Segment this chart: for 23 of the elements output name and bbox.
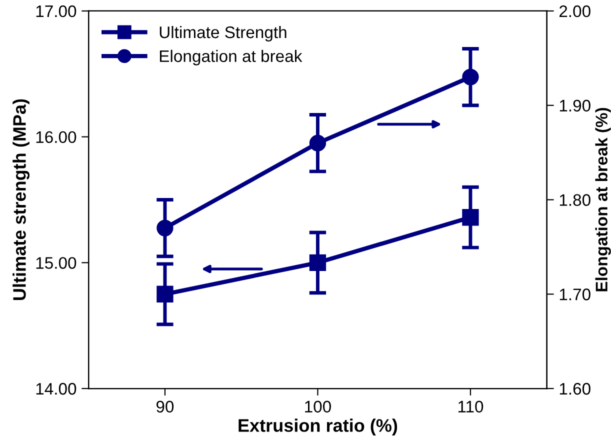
x-axis-title: Extrusion ratio (%) <box>238 418 398 436</box>
y-tick-label: 15.00 <box>36 257 76 269</box>
point <box>462 68 479 86</box>
y2-axis-title: Elongation at break (%) <box>595 108 611 292</box>
point <box>309 254 326 271</box>
y2-tick-label: 1.70 <box>560 288 590 300</box>
x-tick-label: 90 <box>156 400 174 413</box>
x-tick-label: 100 <box>305 400 331 413</box>
legend-label: Elongation at break <box>160 50 302 66</box>
point <box>462 209 479 226</box>
y2-tick-label: 1.60 <box>560 382 590 395</box>
y-tick-label: 14.00 <box>36 382 76 395</box>
y-axis-title: Ultimate strength (MPa) <box>12 99 30 300</box>
y-tick-label: 17.00 <box>36 5 76 18</box>
legend-label: Ultimate Strength <box>160 26 286 42</box>
point <box>156 220 174 236</box>
y2-tick-label: 1.80 <box>560 194 590 206</box>
point <box>309 134 326 152</box>
y-tick-label: 16.00 <box>36 131 76 144</box>
y2-tick-label: 2.00 <box>559 5 590 18</box>
y2-tick-label: 1.90 <box>560 100 590 112</box>
x-tick-label: 110 <box>458 400 484 413</box>
point <box>156 286 174 302</box>
